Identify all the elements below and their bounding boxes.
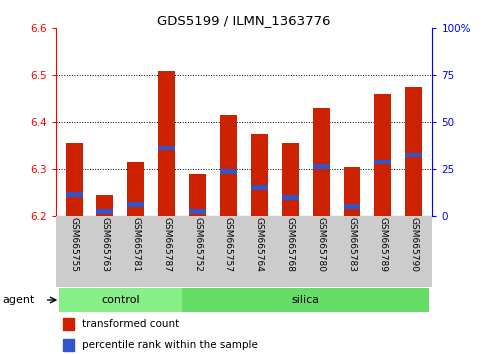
Bar [63, 338, 74, 351]
Bar [66, 143, 83, 216]
Bar [189, 174, 206, 216]
Bar [343, 167, 360, 216]
Text: GSM665763: GSM665763 [100, 217, 110, 272]
Bar [251, 134, 268, 216]
Text: GSM665789: GSM665789 [378, 217, 387, 272]
Bar [63, 318, 74, 330]
Title: GDS5199 / ILMN_1363776: GDS5199 / ILMN_1363776 [157, 14, 331, 27]
Bar [128, 162, 144, 216]
Bar [128, 202, 144, 207]
Text: GSM665781: GSM665781 [131, 217, 141, 272]
Text: GSM665787: GSM665787 [162, 217, 171, 272]
Bar [97, 209, 114, 213]
Text: GSM665780: GSM665780 [317, 217, 326, 272]
Text: GSM665755: GSM665755 [70, 217, 79, 272]
Bar [343, 204, 360, 209]
Text: silica: silica [292, 295, 320, 305]
Bar [313, 164, 329, 169]
Text: agent: agent [2, 295, 35, 305]
Bar [182, 288, 429, 312]
Text: control: control [101, 295, 140, 305]
Bar [66, 193, 83, 197]
Bar [374, 160, 391, 164]
Bar [189, 209, 206, 213]
Bar [58, 288, 182, 312]
Bar [251, 185, 268, 190]
Bar [374, 94, 391, 216]
Bar [97, 195, 114, 216]
Bar [405, 153, 422, 157]
Bar [405, 87, 422, 216]
Text: GSM665790: GSM665790 [409, 217, 418, 272]
Bar [220, 169, 237, 174]
Text: GSM665757: GSM665757 [224, 217, 233, 272]
Bar [158, 70, 175, 216]
Bar [313, 108, 329, 216]
Bar [220, 115, 237, 216]
Bar [282, 195, 298, 200]
Bar [282, 143, 298, 216]
Text: transformed count: transformed count [82, 319, 179, 329]
Text: GSM665752: GSM665752 [193, 217, 202, 272]
Text: GSM665768: GSM665768 [286, 217, 295, 272]
Bar [158, 145, 175, 150]
Text: GSM665783: GSM665783 [347, 217, 356, 272]
Text: percentile rank within the sample: percentile rank within the sample [82, 339, 258, 350]
Text: GSM665764: GSM665764 [255, 217, 264, 272]
